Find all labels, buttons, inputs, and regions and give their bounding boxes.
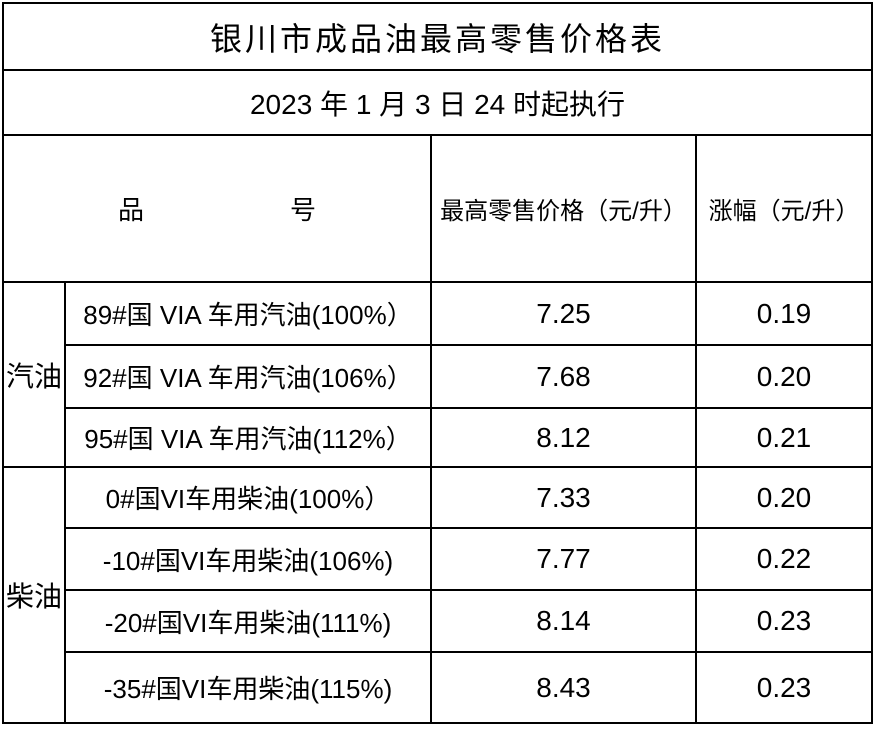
product-name: 89#国 VIA 车用汽油(100%）	[64, 281, 432, 346]
table-row: 92#国 VIA 车用汽油(106%） 7.68 0.20	[3, 344, 874, 409]
page-title: 银川市成品油最高零售价格表	[1, 2, 874, 71]
price-value: 7.77	[430, 527, 697, 591]
effective-date-row: 2023 年 1 月 3 日 24 时起执行	[1, 69, 874, 136]
product-name: 0#国VI车用柴油(100%）	[64, 466, 432, 529]
header-row: 品 号 最高零售价格（元/升） 涨幅（元/升）	[2, 134, 874, 283]
product-name: -35#国VI车用柴油(115%)	[64, 651, 432, 724]
change-value: 0.21	[694, 407, 874, 468]
table-row: 汽油 89#国 VIA 车用汽油(100%） 7.25 0.19	[2, 281, 874, 468]
price-value: 7.33	[430, 466, 697, 529]
change-value: 0.23	[694, 589, 874, 653]
header-product: 品 号	[2, 134, 432, 283]
product-name: 95#国 VIA 车用汽油(112%）	[64, 407, 432, 468]
table-row: 柴油 0#国VI车用柴油(100%） 7.33 0.20	[2, 466, 874, 724]
category-diesel: 柴油	[2, 466, 66, 724]
table-row: -20#国VI车用柴油(111%) 8.14 0.23	[3, 589, 874, 653]
product-header-label: 品 号	[8, 190, 426, 227]
product-name: 92#国 VIA 车用汽油(106%）	[64, 344, 432, 409]
product-header-left: 品	[117, 195, 144, 225]
price-value: 8.12	[430, 407, 697, 468]
category-gasoline: 汽油	[2, 281, 66, 468]
product-header-right: 号	[290, 195, 317, 225]
title-row: 银川市成品油最高零售价格表	[1, 2, 874, 71]
change-value: 0.22	[694, 527, 874, 591]
change-value: 0.20	[694, 344, 874, 409]
price-value: 7.68	[430, 344, 697, 409]
change-value: 0.20	[694, 466, 874, 529]
table-row: 95#国 VIA 车用汽油(112%） 8.12 0.21	[3, 407, 874, 468]
change-value: 0.19	[694, 281, 874, 346]
price-value: 8.43	[430, 651, 697, 724]
table-row: -35#国VI车用柴油(115%) 8.43 0.23	[3, 651, 874, 724]
header-price-increase: 涨幅（元/升）	[694, 134, 874, 283]
change-value: 0.23	[694, 651, 874, 724]
effective-date: 2023 年 1 月 3 日 24 时起执行	[1, 69, 874, 136]
product-name: -20#国VI车用柴油(111%)	[64, 589, 432, 653]
table-row: -10#国VI车用柴油(106%) 7.77 0.22	[3, 527, 874, 591]
product-name: -10#国VI车用柴油(106%)	[64, 527, 432, 591]
header-max-retail-price: 最高零售价格（元/升）	[430, 134, 697, 283]
price-value: 7.25	[430, 281, 697, 346]
price-value: 8.14	[430, 589, 697, 653]
